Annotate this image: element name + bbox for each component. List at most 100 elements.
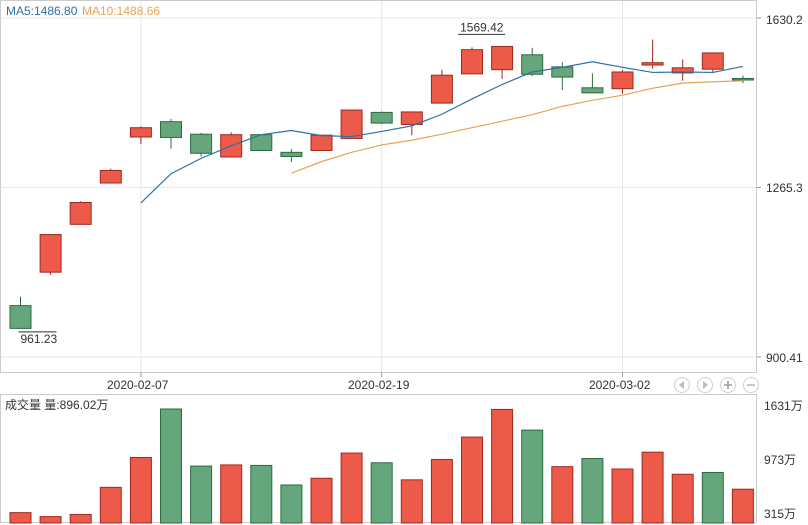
- candle: [9, 296, 32, 329]
- candle-body: [190, 133, 213, 154]
- candle: [129, 126, 152, 144]
- volume-bar: [69, 513, 92, 524]
- candle: [280, 149, 303, 163]
- volume-bar: [340, 452, 363, 524]
- x-tick-2: 2020-02-19: [348, 378, 410, 392]
- candle-body: [521, 54, 544, 75]
- volume-bar: [701, 471, 724, 524]
- low-price-label: 961.23: [21, 332, 58, 346]
- ma10-line: [291, 80, 743, 174]
- ma5-legend: MA5:1486.80: [6, 4, 78, 18]
- candle-body: [129, 127, 152, 138]
- candle: [400, 111, 423, 136]
- scroll-left-button[interactable]: [674, 377, 690, 393]
- candle-body: [641, 62, 664, 66]
- candle: [370, 111, 393, 125]
- candle-body: [280, 151, 303, 158]
- candle: [190, 132, 213, 157]
- volume-bar: [671, 473, 694, 524]
- candle: [701, 52, 724, 72]
- grid-lines: [0, 1, 761, 377]
- candle-body: [731, 77, 754, 81]
- volume-bar: [310, 477, 333, 524]
- candle: [671, 59, 694, 81]
- plus-icon: [724, 381, 732, 389]
- chevron-left-icon: [679, 381, 684, 389]
- volume-bar: [400, 479, 423, 524]
- candle-body: [39, 234, 62, 273]
- volume-bars: [9, 408, 754, 524]
- x-tick-1: 2020-02-07: [107, 378, 169, 392]
- candle-body: [400, 111, 423, 125]
- volume-bar: [39, 516, 62, 524]
- candle: [69, 201, 92, 225]
- scroll-right-button[interactable]: [697, 377, 713, 393]
- ma10-legend: MA10:1488.66: [82, 4, 160, 18]
- volume-bar: [370, 462, 393, 524]
- price-tick-middle: 1265.3: [766, 181, 803, 195]
- candle-body: [461, 49, 483, 75]
- volume-tick-top: 1631万: [764, 399, 803, 413]
- volume-bar: [190, 465, 213, 524]
- candle-body: [430, 74, 453, 104]
- candle: [611, 70, 634, 94]
- candle: [160, 118, 182, 149]
- candle-body: [160, 121, 182, 138]
- price-panel-border: [0, 0, 757, 373]
- volume-bar: [430, 458, 453, 524]
- volume-bar: [731, 488, 754, 524]
- x-tick-3: 2020-03-02: [589, 378, 651, 392]
- candle: [250, 134, 273, 151]
- volume-bar: [280, 484, 303, 524]
- candlestick-series: [9, 39, 754, 329]
- volume-bar: [99, 486, 122, 524]
- volume-bar: [521, 429, 544, 524]
- volume-tick-middle: 973万: [764, 453, 796, 467]
- volume-bar: [581, 458, 604, 524]
- candle: [310, 134, 333, 151]
- volume-bar: [491, 408, 514, 524]
- volume-bar: [129, 456, 152, 524]
- high-low-annotations: 1569.42 961.23: [18, 20, 506, 346]
- candle-body: [340, 109, 363, 139]
- candle-body: [701, 52, 724, 70]
- chevron-right-icon: [703, 381, 708, 389]
- price-tick-top: 1630.2: [766, 13, 803, 27]
- candle-body: [491, 45, 514, 71]
- volume-tick-bottom: 315万: [764, 507, 796, 521]
- candle-body: [370, 111, 393, 124]
- volume-bar: [160, 408, 182, 524]
- volume-bar: [611, 468, 634, 524]
- candle: [461, 47, 483, 75]
- volume-bar: [641, 451, 664, 524]
- candle: [39, 234, 62, 275]
- zoom-in-button[interactable]: [720, 377, 736, 393]
- candle-body: [310, 134, 333, 151]
- candle: [641, 39, 664, 69]
- candle: [581, 73, 604, 94]
- candle-body: [671, 67, 694, 74]
- moving-average-lines: [140, 61, 744, 204]
- volume-header: 成交量 量:896.02万: [5, 397, 108, 412]
- candle: [340, 109, 363, 139]
- volume-bar: [250, 464, 273, 524]
- price-tick-bottom: 900.41: [766, 351, 803, 365]
- candle-body: [99, 169, 122, 184]
- zoom-out-button[interactable]: [743, 377, 759, 393]
- candle: [521, 47, 544, 77]
- candle: [99, 168, 122, 184]
- candle: [491, 45, 514, 79]
- volume-bar: [551, 466, 574, 524]
- candle-body: [611, 71, 634, 90]
- volume-bar: [220, 464, 243, 524]
- candle-body: [69, 202, 92, 225]
- volume-bar: [9, 512, 32, 524]
- candle: [220, 132, 243, 158]
- candle: [731, 75, 754, 84]
- candle: [430, 69, 453, 104]
- ma5-line: [140, 61, 744, 204]
- volume-bar: [461, 436, 483, 524]
- candle-body: [9, 305, 32, 329]
- high-price-label: 1569.42: [460, 20, 504, 34]
